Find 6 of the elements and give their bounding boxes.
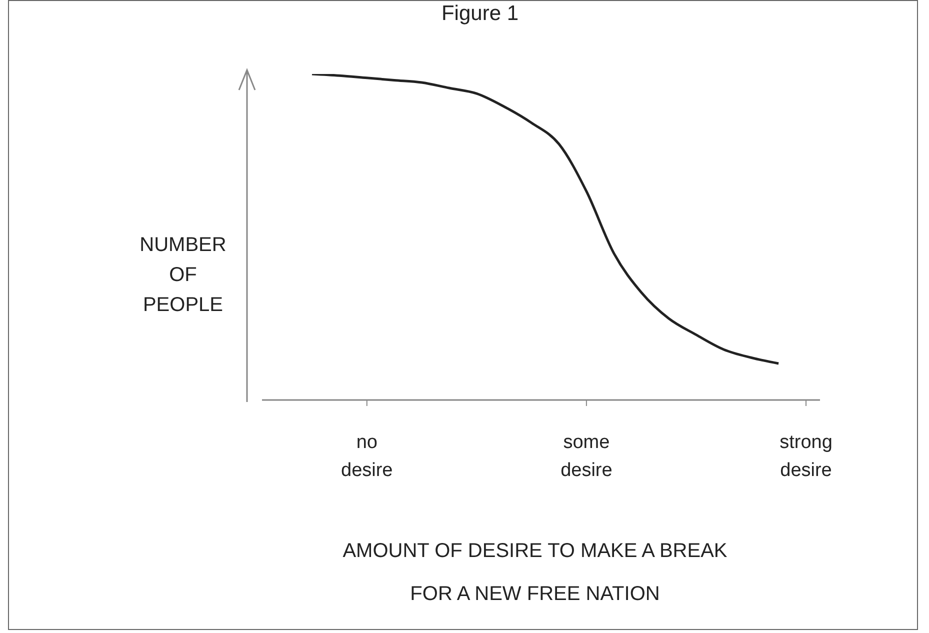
x-axis-title: AMOUNT OF DESIRE TO MAKE A BREAK FOR A NEW FREE NATION [342,539,728,607]
y-axis-title: NUMBER OF PEOPLE [138,233,228,318]
x-tick-label: strong desire [780,432,832,481]
chart-title: Figure 1 [440,2,520,26]
x-tick-label: no desire [341,432,393,481]
x-tick-label: some desire [560,432,612,481]
